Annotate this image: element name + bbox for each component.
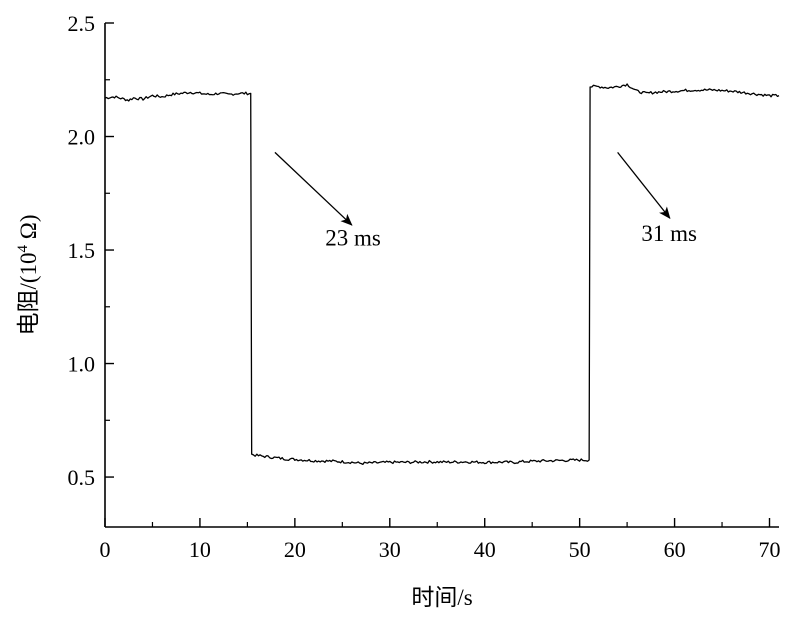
x-tick-label: 20	[284, 537, 306, 562]
y-tick-label: 0.5	[68, 465, 96, 490]
x-axis-title: 时间/s	[411, 585, 472, 610]
x-tick-label: 40	[474, 537, 496, 562]
y-tick-label: 2.5	[68, 11, 96, 36]
y-axis-title-unit: Ω)	[16, 214, 41, 245]
annotation-label: 23 ms	[325, 225, 381, 250]
y-tick-label: 1.0	[68, 352, 96, 377]
plot-area	[104, 23, 779, 528]
annotations: 23 ms 31 ms	[274, 151, 697, 250]
x-tick-label: 0	[100, 537, 111, 562]
annotation-arrow	[274, 151, 353, 226]
y-axis-title: 电阻/(104 Ω)	[15, 214, 41, 335]
annotation-label: 31 ms	[641, 221, 697, 246]
y-axis-title-superscript: 4	[15, 244, 31, 252]
y-tick-label: 2.0	[68, 125, 96, 150]
x-tick-label: 50	[569, 537, 591, 562]
axis-labels: 时间/s 电阻/(104 Ω)	[15, 214, 473, 610]
x-tick-label: 60	[664, 537, 686, 562]
y-tick-label: 1.5	[68, 238, 96, 263]
x-tick-label: 10	[189, 537, 211, 562]
annotation-arrow	[617, 152, 671, 220]
series-layer	[104, 83, 780, 466]
resistance-series-line	[104, 83, 780, 466]
y-axis-title-main: 电阻/(10	[16, 252, 41, 335]
x-tick-label: 30	[379, 537, 401, 562]
x-tick-label: 70	[759, 537, 781, 562]
axis-ticks: 0 10 20 30 40 50 60 70 0.5 1.0 1.5 2.0 2.5	[68, 11, 781, 562]
